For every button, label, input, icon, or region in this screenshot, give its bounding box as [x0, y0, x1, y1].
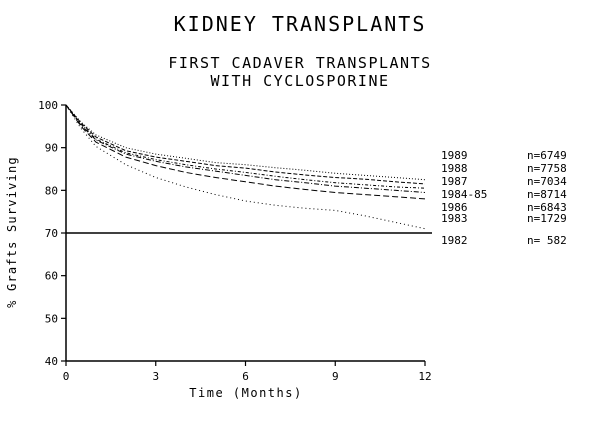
legend-year: 1984-85: [441, 188, 487, 201]
y-tick-label: 60: [45, 270, 58, 283]
y-axis-label: % Grafts Surviving: [5, 156, 19, 308]
series-line-1987: [65, 104, 426, 189]
y-tick-label: 80: [45, 184, 58, 197]
legend-year: 1986: [441, 201, 468, 214]
chart-subtitle: FIRST CADAVER TRANSPLANTS: [168, 54, 432, 72]
axes: 40 50 60 70 80 90 100 0 3 6 9 12: [38, 99, 432, 383]
legend-year: 1987: [441, 175, 468, 188]
legend-n: n=8714: [527, 188, 567, 201]
y-tick-label: 50: [45, 312, 58, 325]
legend-year: 1988: [441, 162, 468, 175]
y-tick-label: 90: [45, 142, 58, 155]
series-line-1989: [65, 104, 426, 181]
legend-n: n=7034: [527, 175, 567, 188]
x-tick-label: 3: [152, 370, 159, 383]
y-tick-label: 100: [38, 99, 58, 112]
legend-year: 1982: [441, 234, 468, 247]
legend: 1989 n=6749 1988 n=7758 1987 n=7034 1984-85 n=8…: [441, 149, 567, 247]
series-line-1983: [65, 104, 426, 230]
x-axis-label: Time (Months): [189, 386, 302, 400]
y-tick-label: 70: [45, 227, 58, 240]
chart-title: KIDNEY TRANSPLANTS: [173, 12, 427, 36]
x-tick-label: 0: [63, 370, 70, 383]
legend-n: n=6749: [527, 149, 567, 162]
y-tick-label: 40: [45, 355, 58, 368]
legend-n: n=7758: [527, 162, 567, 175]
series-line-1984-85: [65, 104, 426, 193]
legend-year: 1983: [441, 212, 468, 225]
series-layer: [65, 104, 426, 230]
legend-n: n= 582: [527, 234, 567, 247]
legend-n: n=6843: [527, 201, 567, 214]
legend-n: n=1729: [527, 212, 567, 225]
x-tick-label: 6: [242, 370, 249, 383]
series-line-1988: [65, 104, 426, 185]
x-tick-label: 12: [418, 370, 431, 383]
legend-year: 1989: [441, 149, 468, 162]
x-tick-label: 9: [332, 370, 339, 383]
series-line-1986: [65, 104, 426, 200]
chart-subtitle-line2: WITH CYCLOSPORINE: [210, 72, 390, 90]
